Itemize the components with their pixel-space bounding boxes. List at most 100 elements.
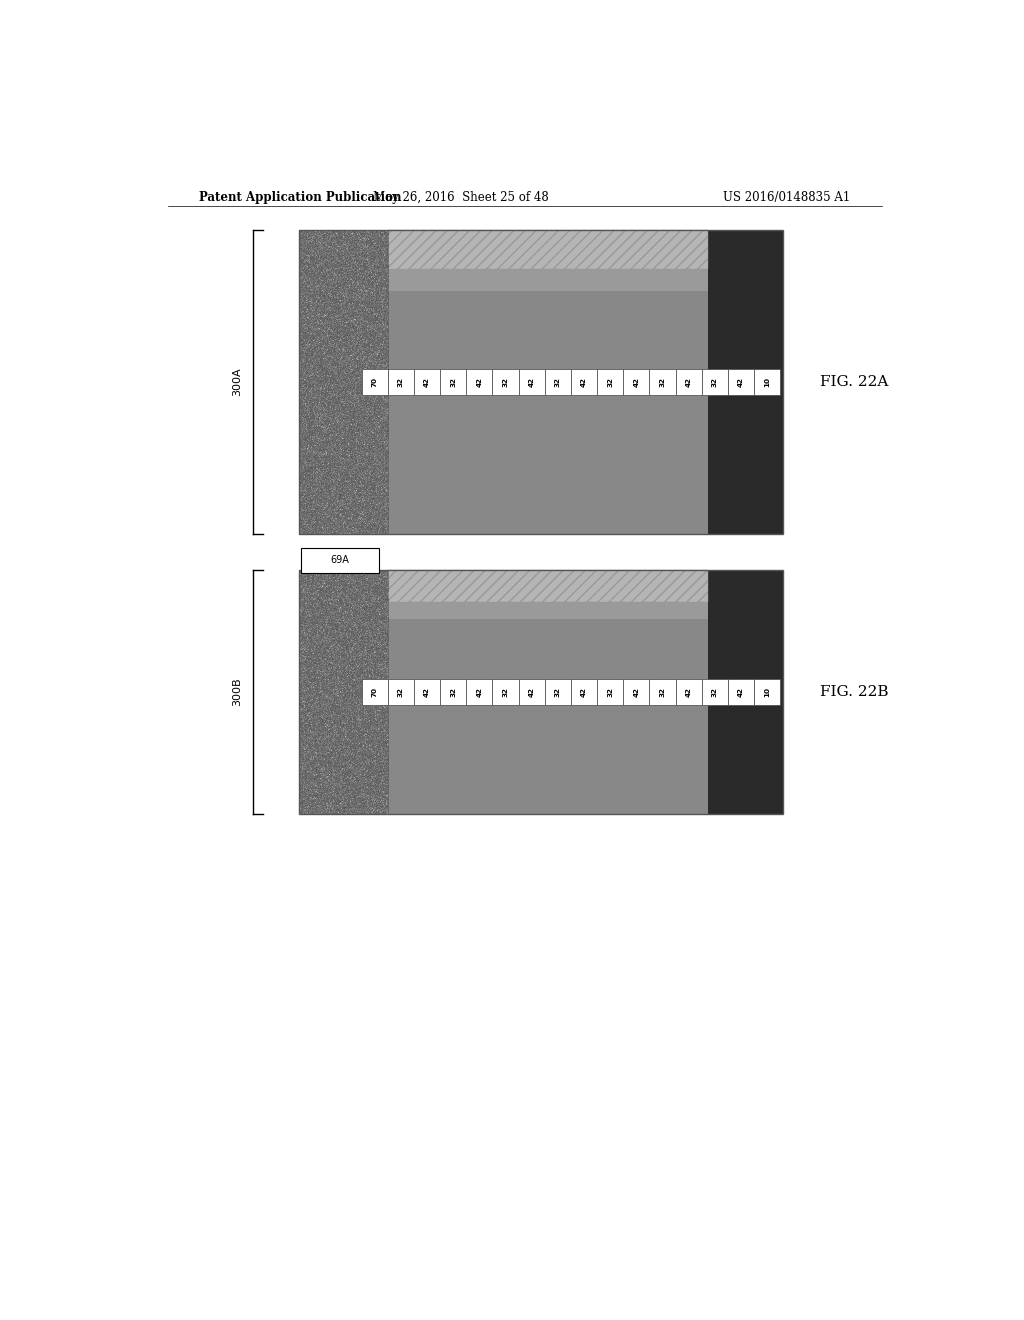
Point [355, 688, 372, 709]
Point [306, 714, 323, 735]
Point [364, 731, 380, 752]
Point [352, 396, 369, 417]
Point [339, 491, 355, 512]
Point [301, 512, 317, 533]
Point [307, 411, 324, 432]
Point [348, 652, 365, 673]
Point [307, 689, 324, 710]
Point [347, 389, 364, 411]
Point [340, 742, 356, 763]
Point [360, 244, 377, 265]
Point [372, 698, 388, 719]
Point [306, 404, 323, 425]
Point [326, 506, 342, 527]
Point [327, 470, 343, 491]
Point [346, 224, 362, 246]
Point [343, 282, 359, 304]
Point [332, 490, 348, 511]
Point [307, 572, 324, 593]
Point [353, 268, 370, 289]
Point [315, 280, 332, 301]
Point [364, 396, 380, 417]
Point [328, 787, 344, 808]
Point [350, 360, 367, 381]
Point [355, 368, 372, 389]
Point [292, 665, 308, 686]
Point [317, 379, 334, 400]
Point [349, 223, 366, 244]
Point [354, 441, 371, 462]
Point [296, 507, 312, 528]
Point [317, 725, 334, 746]
Point [361, 777, 378, 799]
Point [323, 393, 339, 414]
Point [377, 606, 393, 627]
Point [362, 231, 379, 252]
Point [297, 424, 313, 445]
Point [338, 752, 354, 774]
Point [321, 775, 337, 796]
Point [298, 358, 314, 379]
Point [369, 730, 385, 751]
Point [329, 226, 345, 247]
Point [345, 601, 361, 622]
Point [325, 359, 341, 380]
Point [360, 495, 377, 516]
Point [337, 271, 353, 292]
Point [303, 614, 319, 635]
Point [326, 228, 342, 249]
Point [380, 614, 396, 635]
Point [305, 462, 322, 483]
Point [318, 607, 335, 628]
Point [376, 706, 392, 727]
Point [313, 581, 330, 602]
Point [291, 294, 307, 315]
Point [309, 356, 326, 378]
Point [348, 440, 365, 461]
Point [350, 399, 367, 420]
Point [292, 433, 308, 454]
Point [362, 387, 379, 408]
Point [300, 227, 316, 248]
Point [319, 597, 336, 618]
Point [368, 793, 384, 814]
Point [365, 723, 381, 744]
Point [361, 694, 378, 715]
Point [375, 446, 391, 467]
Point [333, 333, 349, 354]
Point [302, 426, 318, 447]
Point [346, 715, 362, 737]
Point [329, 438, 345, 459]
Point [336, 301, 352, 322]
Point [371, 359, 387, 380]
Point [305, 725, 322, 746]
Point [342, 483, 358, 504]
Point [309, 574, 326, 595]
Point [364, 591, 380, 612]
Point [347, 467, 364, 488]
Point [317, 411, 334, 432]
Point [378, 602, 394, 623]
Point [368, 434, 384, 455]
Point [336, 576, 352, 597]
Point [316, 367, 333, 388]
Point [305, 643, 322, 664]
Point [302, 367, 318, 388]
Point [370, 364, 386, 385]
Point [326, 574, 342, 595]
Point [298, 668, 314, 689]
Point [349, 226, 366, 247]
Point [329, 240, 345, 261]
Point [329, 424, 345, 445]
Point [343, 729, 359, 750]
Point [292, 242, 308, 263]
Point [375, 801, 391, 822]
Point [380, 779, 396, 800]
Point [356, 293, 373, 314]
Point [360, 803, 377, 824]
Point [306, 371, 323, 392]
Point [356, 777, 373, 799]
Point [304, 618, 321, 639]
Point [379, 628, 395, 649]
Point [317, 779, 334, 800]
